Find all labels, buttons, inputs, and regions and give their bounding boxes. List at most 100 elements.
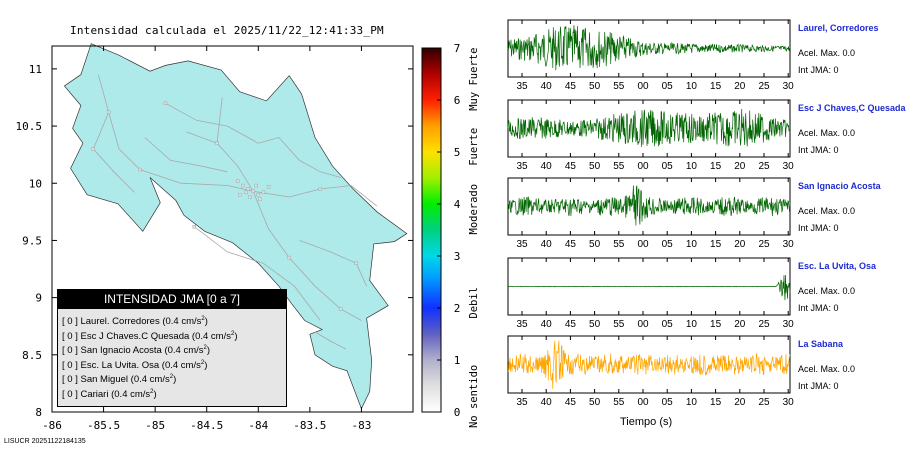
map-x-tick: -85: [145, 419, 165, 432]
map-x-tick: -83.5: [293, 419, 326, 432]
station-jma: Int JMA: 0: [798, 145, 839, 155]
waveform-x-tick: 05: [662, 319, 674, 330]
waveform-x-tick: 40: [541, 81, 553, 92]
waveform-x-tick: 20: [734, 161, 746, 172]
legend-station: San Miguel: [80, 374, 129, 386]
waveform-x-tick: 30: [783, 81, 795, 92]
waveform-x-tick: 10: [686, 319, 698, 330]
waveform-trace: [508, 274, 791, 301]
waveform-x-tick: 10: [686, 161, 698, 172]
map-x-tick: -84.5: [190, 419, 223, 432]
station-acel: Acel. Max. 0.0: [798, 128, 856, 138]
station-name: San Ignacio Acosta: [798, 181, 881, 191]
waveform-x-tick: 35: [516, 319, 528, 330]
waveform-x-tick: 05: [662, 81, 674, 92]
legend-exponent: 2: [230, 330, 235, 337]
waveform-x-tick: 20: [734, 239, 746, 250]
legend-measure: (0.4 cm/s: [130, 374, 170, 386]
legend-measure: (0.4 cm/s: [161, 359, 201, 371]
station-acel: Acel. Max. 0.0: [798, 286, 856, 296]
map-y-tick: 9: [35, 292, 42, 305]
waveform-x-tick: 00: [637, 239, 649, 250]
waveform-x-tick: 30: [783, 161, 795, 172]
waveform-x-tick: 45: [565, 397, 577, 408]
waveform-x-tick: 25: [758, 161, 770, 172]
waveform-x-tick: 00: [637, 161, 649, 172]
waveform-x-tick: 35: [516, 81, 528, 92]
map-y-tick: 9.5: [22, 234, 42, 247]
waveform-x-tick: 45: [565, 319, 577, 330]
legend-exponent: 2: [200, 359, 205, 366]
legend-station: Cariari: [80, 388, 109, 400]
waveform-x-tick: 10: [686, 239, 698, 250]
waveform-x-tick: 45: [565, 239, 577, 250]
waveform-xlabel: Tiempo (s): [620, 416, 673, 428]
waveform-x-tick: 25: [758, 397, 770, 408]
station-jma: Int JMA: 0: [798, 303, 839, 313]
waveform-x-tick: 35: [516, 397, 528, 408]
waveform-x-tick: 55: [613, 161, 625, 172]
waveform-x-tick: 50: [589, 239, 601, 250]
legend-close: ): [153, 388, 157, 400]
legend-exponent: 2: [201, 316, 205, 322]
waveform-x-tick: 10: [686, 81, 698, 92]
waveform-x-tick: 05: [662, 397, 674, 408]
waveform-panel: 35 40 45 50 55 00 05 10 15 20 25 30: [507, 177, 795, 250]
waveform-x-tick: 50: [589, 397, 601, 408]
station-jma: Int JMA: 0: [798, 65, 839, 75]
waveform-x-tick: 30: [783, 397, 795, 408]
waveform-panel: 35 40 45 50 55 00 05 10 15 20 25 30: [507, 19, 795, 92]
map-y-tick: 8: [35, 406, 42, 419]
waveform-x-tick: 50: [589, 319, 601, 330]
waveform-x-tick: 35: [516, 161, 528, 172]
waveform-x-tick: 00: [637, 319, 649, 330]
legend-station: Esc J Chaves.C Quesada: [80, 330, 190, 342]
station-acel: Acel. Max. 0.0: [798, 48, 856, 58]
waveform-trace: [507, 108, 791, 147]
station-name: Esc J Chaves,C Quesada: [798, 103, 906, 113]
waveform-panel: 35 40 45 50 55 00 05 10 15 20 25 30: [507, 335, 795, 408]
legend-value: [ 0 ]: [62, 388, 78, 400]
waveform-x-tick: 50: [589, 81, 601, 92]
legend-close: ): [173, 374, 177, 386]
legend-close: ): [234, 330, 238, 342]
legend-value: [ 0 ]: [62, 374, 78, 386]
station-acel: Acel. Max. 0.0: [798, 364, 856, 374]
waveform-x-tick: 20: [734, 397, 746, 408]
intensity-legend: INTENSIDAD JMA [0 a 7] [ 0 ] Laurel. Cor…: [57, 289, 287, 407]
legend-measure: (0.4 cm/s: [111, 388, 151, 400]
waveform-x-tick: 30: [783, 239, 795, 250]
station-name: Esc. La Uvita, Osa: [798, 261, 877, 271]
waveform-x-tick: 00: [637, 81, 649, 92]
waveform-trace: [507, 340, 791, 390]
station-jma: Int JMA: 0: [798, 381, 839, 391]
waveform-x-tick: 15: [710, 319, 722, 330]
legend-exponent: 2: [203, 345, 207, 351]
legend-row: [ 0 ] Esc. La Uvita. Osa (0.4 cm/s2): [62, 360, 207, 371]
waveform-x-tick: 20: [734, 81, 746, 92]
station-name: La Sabana: [798, 339, 844, 349]
waveform-x-tick: 20: [734, 319, 746, 330]
station-name: Laurel, Corredores: [798, 23, 879, 33]
legend-exponent: 2: [150, 388, 154, 395]
waveform-x-tick: 25: [758, 319, 770, 330]
waveform-x-tick: 10: [686, 397, 698, 408]
legend-value: [ 0 ]: [62, 330, 78, 342]
waveform-trace: [507, 185, 791, 226]
legend-measure: (0.4 cm/s: [164, 345, 204, 357]
waveform-x-tick: 55: [613, 239, 625, 250]
waveform-x-tick: 15: [710, 397, 722, 408]
map-y-tick: 10: [29, 177, 42, 190]
legend-close: ): [204, 316, 208, 328]
waveform-x-tick: 40: [541, 319, 553, 330]
waveform-x-tick: 05: [662, 161, 674, 172]
legend-header: INTENSIDAD JMA [0 a 7]: [58, 290, 286, 309]
legend-row: [ 0 ] San Miguel (0.4 cm/s2): [62, 374, 176, 385]
legend-row: [ 0 ] San Ignacio Acosta (0.4 cm/s2): [62, 345, 210, 356]
waveform-x-tick: 35: [516, 239, 528, 250]
legend-measure: (0.4 cm/s: [162, 316, 202, 328]
waveform-panel: 35 40 45 50 55 00 05 10 15 20 25 30: [507, 99, 795, 172]
station-acel: Acel. Max. 0.0: [798, 206, 856, 216]
waveform-x-tick: 25: [758, 81, 770, 92]
map-y-tick: 10.5: [16, 120, 43, 133]
